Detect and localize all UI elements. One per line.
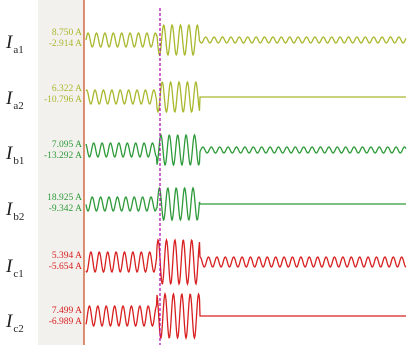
channel-ic1-max: 5.394 A	[51, 251, 82, 261]
value-column	[38, 0, 84, 345]
trace-ia2	[85, 80, 406, 114]
trace-ib2	[85, 186, 406, 222]
channel-ia2-values: 6.322 A -10.796 A	[38, 84, 82, 106]
trace-ia1	[85, 23, 407, 57]
channel-ic2-min: -6.989 A	[48, 317, 82, 327]
channel-label-ic1: Ic1	[6, 256, 24, 280]
channel-label-ic2: Ic2	[6, 311, 24, 335]
channel-label-column	[0, 0, 38, 345]
trace-ib1	[85, 133, 407, 167]
channel-ib2-max: 18.925 A	[47, 193, 82, 203]
channel-ib1-min: -13.292 A	[44, 151, 82, 161]
channel-ia2-max: 6.322 A	[51, 84, 82, 94]
channel-ia1-values: 8.750 A -2.914 A	[38, 28, 82, 50]
channel-ib2-values: 18.925 A -9.342 A	[38, 193, 82, 215]
channel-ia1-max: 8.750 A	[51, 28, 82, 38]
channel-label-ib1: Ib1	[6, 143, 25, 167]
trace-ic1	[85, 237, 407, 287]
channel-ia2-min: -10.796 A	[44, 95, 82, 105]
channel-ic1-min: -5.654 A	[48, 262, 82, 272]
waveform-traces	[85, 23, 407, 341]
channel-label-ib2: Ib2	[6, 199, 25, 223]
channel-ia1-min: -2.914 A	[48, 39, 82, 49]
channel-ib1-values: 7.095 A -13.292 A	[38, 140, 82, 162]
channel-label-ia2: Ia2	[6, 88, 24, 112]
channel-label-ia1: Ia1	[6, 32, 24, 56]
channel-ic1-values: 5.394 A -5.654 A	[38, 251, 82, 273]
channel-ic2-values: 7.499 A -6.989 A	[38, 306, 82, 328]
trace-ic2	[85, 291, 406, 341]
channel-ic2-max: 7.499 A	[51, 306, 82, 316]
channel-ib1-max: 7.095 A	[51, 140, 82, 150]
channel-ib2-min: -9.342 A	[48, 204, 82, 214]
